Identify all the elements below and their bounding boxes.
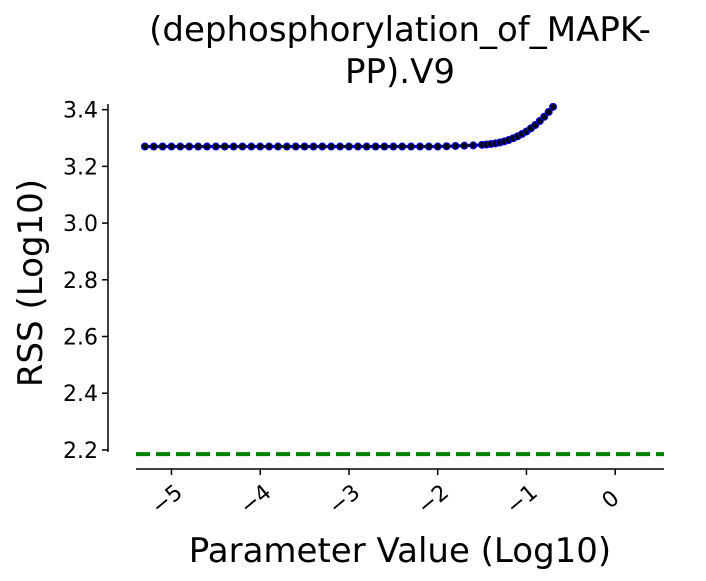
profile-point — [149, 142, 158, 151]
profile-point — [433, 142, 442, 151]
profile-point — [256, 142, 265, 151]
profile-point — [451, 141, 460, 150]
x-tick-label: −4 — [236, 480, 277, 520]
profile-point — [327, 142, 336, 151]
x-tick-label: −1 — [502, 480, 543, 520]
chart-title-line-2: PP).V9 — [345, 52, 455, 92]
profile-point — [544, 107, 553, 116]
profile-point — [415, 142, 424, 151]
profile-point — [282, 142, 291, 151]
profile-point — [549, 102, 558, 111]
profile-point — [398, 142, 407, 151]
chart-title-line-1: (dephosphorylation_of_MAPK- — [149, 10, 651, 50]
profile-point — [140, 142, 149, 151]
profile-point — [300, 142, 309, 151]
profile-point — [176, 142, 185, 151]
profile-point — [265, 142, 274, 151]
x-tick-label: −3 — [324, 480, 365, 520]
y-tick-label: 3.0 — [63, 212, 98, 237]
y-tick-label: 2.2 — [63, 439, 98, 464]
y-tick-label: 2.6 — [63, 325, 98, 350]
x-tick-label: −2 — [413, 480, 454, 520]
profile-point — [460, 141, 469, 150]
profile-point — [229, 142, 238, 151]
profile-point — [291, 142, 300, 151]
profile-point — [344, 142, 353, 151]
profile-point — [380, 142, 389, 151]
profile-point — [158, 142, 167, 151]
profile-point — [202, 142, 211, 151]
profile-point — [362, 142, 371, 151]
profile-point — [353, 142, 362, 151]
y-tick-label: 2.8 — [63, 269, 98, 294]
x-tick-label: −5 — [147, 480, 188, 520]
profile-point — [442, 142, 451, 151]
profile-point — [167, 142, 176, 151]
profile-point — [238, 142, 247, 151]
profile-point — [220, 142, 229, 151]
profile-point — [318, 142, 327, 151]
y-axis-label: RSS (Log10) — [11, 179, 51, 387]
y-tick-label: 2.4 — [63, 382, 98, 407]
profile-point — [185, 142, 194, 151]
profile-point — [273, 142, 282, 151]
profile-point — [247, 142, 256, 151]
profile-point — [389, 142, 398, 151]
y-tick-label: 3.4 — [63, 99, 98, 124]
profile-point — [371, 142, 380, 151]
x-tick-label: 0 — [598, 486, 625, 514]
profile-point — [194, 142, 203, 151]
profile-point — [407, 142, 416, 151]
series-layer — [136, 102, 664, 457]
axes: 2.2 2.4 2.6 2.8 3.0 3.2 3.4 −5 −4 −3 −2 −1 0 — [63, 99, 664, 520]
profile-point — [309, 142, 318, 151]
profile-point — [211, 142, 220, 151]
profile-point — [469, 141, 478, 150]
profile-point — [336, 142, 345, 151]
profile-point — [424, 142, 433, 151]
y-tick-label: 3.2 — [63, 155, 98, 180]
profile-point — [540, 112, 549, 121]
x-axis-label: Parameter Value (Log10) — [189, 531, 611, 571]
